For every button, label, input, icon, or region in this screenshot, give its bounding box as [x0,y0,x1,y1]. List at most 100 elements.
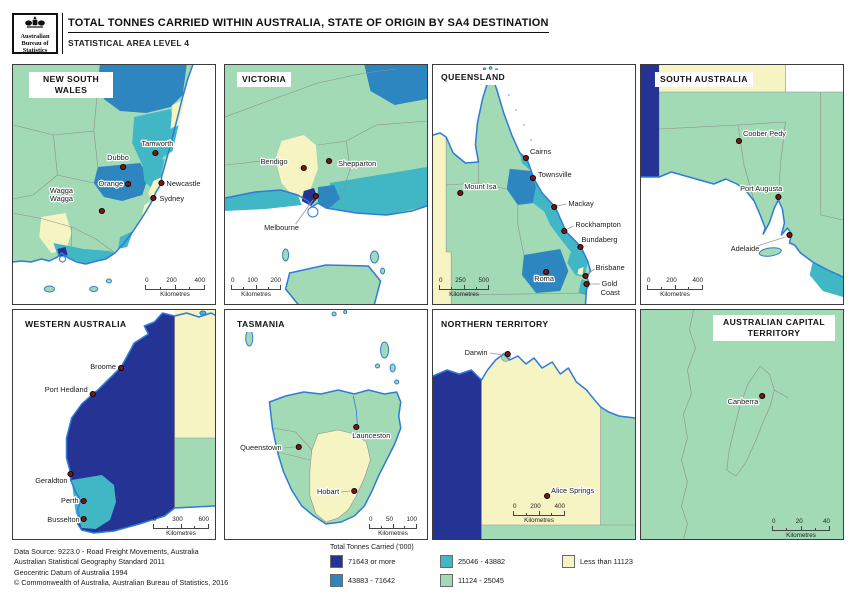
nsw-map: Tamworth Dubbo Orange Newcastle Sydney W… [13,65,202,293]
city-label: Mount Isa [464,182,497,191]
city-label: Newcastle [167,179,201,188]
legend-title: Total Tonnes Carried ('000) [330,544,414,551]
city-label: Queenstown [240,443,281,452]
panel-northern-territory: Darwin Alice Springs NORTHERN TERRITORY … [432,309,636,540]
city-label: Orange [99,179,124,188]
city-dot [551,203,558,211]
city-dot [735,137,743,145]
city-label: Rockhampton [575,220,620,229]
page-subtitle: STATISTICAL AREA LEVEL 4 [68,38,190,48]
city-label: Broome [90,362,116,371]
panel-title: NORTHERN TERRITORY [436,317,554,332]
panel-south-australia: Coober Pedy Port Augusta Adelaide SOUTH … [640,64,844,305]
city-label: Dubbo [107,153,129,162]
scale-bar: 0 100 200 Kilometres [231,277,281,298]
scale-bar: 0 200 400 Kilometres [513,503,565,524]
city-dot [325,157,333,165]
city-label: Bundaberg [581,235,617,244]
city-label: Adelaide [731,244,760,253]
city-dot [543,268,550,276]
scale-bar: 0 300 600 Kilometres [153,516,209,537]
legend-item: Less than 11123 [562,555,633,568]
legend-item: 43883 - 71642 [330,574,440,587]
legend-swatch [330,574,343,587]
city-label: Townsville [538,170,572,179]
city-label: Bendigo [261,157,288,166]
city-label: Alice Springs [551,486,594,495]
panel-title: SOUTH AUSTRALIA [655,72,753,87]
legend-swatch [440,555,453,568]
city-dot [504,350,511,358]
city-label: Coast [601,288,620,297]
panel-title: AUSTRALIAN CAPITAL TERRITORY [713,315,835,341]
panel-title: QUEENSLAND [436,70,511,85]
city-dot [295,443,302,451]
panel-title: NEW SOUTH WALES [29,72,113,98]
city-label: Roma [534,274,555,283]
city-label: Wagga [50,194,74,203]
panel-title: VICTORIA [237,72,292,87]
legend-item: 71643 or more [330,555,440,568]
south-australia-map: Coober Pedy Port Augusta Adelaide [641,65,843,297]
panel-title: TASMANIA [232,317,290,332]
act-map: Canberra [641,310,843,539]
city-dot [353,423,360,431]
city-label: Tamworth [141,139,173,148]
scale-bar: 0 200 400 Kilometres [145,277,205,298]
city-label: Wagga [50,186,74,195]
city-dot [98,207,105,215]
western-australia-map: Broome Port Hedland Geraldton Perth Buss… [34,310,215,534]
scale-bar: 0 50 100 Kilometres [369,516,417,537]
scale-bar: 0 200 400 Kilometres [647,277,703,298]
legend-item: 25046 - 43882 [440,555,562,568]
city-label: Busselton [47,515,79,524]
city-dot [152,149,159,157]
city-label: Shepparton [338,159,376,168]
city-dot [786,231,793,239]
city-dot [577,243,584,251]
map-legend: Total Tonnes Carried ('000) 71643 or mor… [330,544,633,593]
scale-bar: 0 20 40 Kilometres [772,518,830,539]
city-dot [561,227,568,235]
city-dot [582,272,589,280]
city-label: Canberra [728,397,760,406]
panel-queensland: Cairns Townsville Mount Isa Mackay Rockh… [432,64,636,305]
city-dot [80,515,87,523]
abs-logo: Australian Bureau of Statistics [12,13,58,54]
coat-of-arms-icon [25,16,45,28]
city-dot [457,189,464,197]
city-label: Coober Pedy [743,129,786,138]
legend-swatch [440,574,453,587]
city-label: Cairns [530,147,552,156]
city-dot [759,392,766,400]
city-label: Geraldton [35,476,67,485]
city-label: Sydney [159,194,184,203]
tasmania-map: Queenstown Launceston Hobart [239,310,402,525]
scale-bar: 0 250 500 Kilometres [439,277,489,298]
panel-australian-capital-territory: Canberra AUSTRALIAN CAPITAL TERRITORY 0 20… [640,309,844,540]
city-label: Perth [61,496,79,505]
city-label: Brisbane [596,263,625,272]
city-dot [125,180,132,188]
city-label: Melbourne [264,223,299,232]
city-dot [529,174,537,182]
city-dot [312,192,319,200]
queensland-map: Cairns Townsville Mount Isa Mackay Rockh… [433,66,626,304]
northern-territory-map: Darwin Alice Springs [433,347,635,539]
header-divider [62,13,63,54]
abs-logo-text: Australian Bureau of Statistics [20,33,50,54]
panel-new-south-wales: Tamworth Dubbo Orange Newcastle Sydney W… [12,64,216,305]
city-dot [351,487,358,495]
city-dot [158,179,165,187]
city-label: Gold [602,279,618,288]
city-label: Hobart [317,487,339,496]
panel-western-australia: Broome Port Hedland Geraldton Perth Buss… [12,309,216,540]
legend-item: 11124 - 25045 [440,574,562,587]
legend-swatch [330,555,343,568]
city-dot [117,364,125,372]
city-label: Mackay [568,199,594,208]
city-label: Darwin [465,348,488,357]
city-label: Launceston [352,431,390,440]
